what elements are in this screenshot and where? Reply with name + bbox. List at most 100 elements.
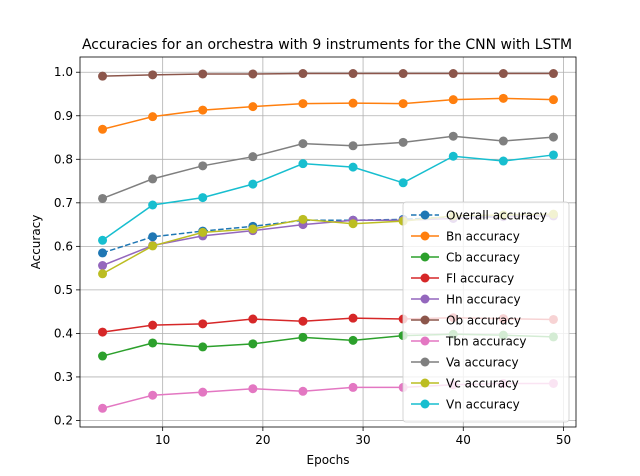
data-point xyxy=(198,161,208,171)
legend-marker xyxy=(420,252,430,262)
legend-entry: Tbn accuracy xyxy=(411,335,527,349)
legend-label: Fl accuracy xyxy=(446,272,514,286)
data-point xyxy=(548,95,558,105)
series-line xyxy=(102,97,554,130)
legend-marker xyxy=(420,231,430,241)
data-point xyxy=(298,316,308,326)
data-point xyxy=(198,342,208,352)
data-point xyxy=(198,193,208,203)
data-point xyxy=(348,313,358,323)
legend-label: Vn accuracy xyxy=(446,398,520,412)
data-point xyxy=(248,179,258,189)
data-point xyxy=(348,98,358,108)
data-point xyxy=(148,338,158,348)
data-point xyxy=(498,156,508,166)
data-point xyxy=(148,112,158,122)
data-point xyxy=(498,136,508,146)
data-point xyxy=(148,174,158,184)
legend-label: Ob accuracy xyxy=(446,314,521,328)
data-point xyxy=(248,314,258,324)
data-point xyxy=(398,99,408,109)
y-tick-label: 0.8 xyxy=(54,152,73,166)
data-point xyxy=(148,70,158,80)
legend-label: Va accuracy xyxy=(446,356,519,370)
data-point xyxy=(148,320,158,330)
y-tick-label: 0.5 xyxy=(54,283,73,297)
data-point xyxy=(198,105,208,115)
data-point xyxy=(448,95,458,105)
legend-entry: Bn accuracy xyxy=(411,230,520,244)
legend-label: Tbn accuracy xyxy=(445,335,527,349)
data-point xyxy=(98,269,108,279)
data-point xyxy=(248,152,258,162)
series-vn-accuracy xyxy=(98,150,558,245)
data-point xyxy=(248,102,258,112)
data-point xyxy=(98,235,108,245)
chart-title: Accuracies for an orchestra with 9 instr… xyxy=(82,37,572,53)
legend-label: Overall accuracy xyxy=(446,209,547,223)
y-axis-label: Accuracy xyxy=(29,215,43,270)
legend-entry: Ob accuracy xyxy=(411,314,521,328)
legend: Overall accuracy Bn accuracy Cb accuracy Fl… xyxy=(402,201,570,423)
data-point xyxy=(198,227,208,237)
y-tick-label: 0.3 xyxy=(54,370,73,384)
data-point xyxy=(398,178,408,188)
data-point xyxy=(448,151,458,161)
y-tick-label: 0.2 xyxy=(54,413,73,427)
data-point xyxy=(498,69,508,79)
data-point xyxy=(98,248,108,258)
x-tick-label: 20 xyxy=(255,433,270,447)
data-point xyxy=(298,99,308,109)
data-point xyxy=(198,69,208,79)
legend-marker xyxy=(420,315,430,325)
data-point xyxy=(448,69,458,79)
data-point xyxy=(298,214,308,224)
data-point xyxy=(548,150,558,160)
legend-marker xyxy=(420,273,430,283)
series-line xyxy=(102,135,554,200)
x-tick-label: 10 xyxy=(155,433,170,447)
data-point xyxy=(248,69,258,79)
legend-entry: Vc accuracy xyxy=(411,377,519,391)
x-tick-label: 30 xyxy=(355,433,370,447)
legend-label: Cb accuracy xyxy=(446,251,520,265)
legend-entry: Vn accuracy xyxy=(411,398,520,412)
legend-box xyxy=(402,201,570,423)
y-tick-label: 0.4 xyxy=(54,326,73,340)
legend-marker xyxy=(420,378,430,388)
series-line xyxy=(102,154,554,241)
legend-entry: Overall accuracy xyxy=(411,209,547,223)
x-tick-label: 40 xyxy=(456,433,471,447)
data-point xyxy=(98,327,108,337)
data-point xyxy=(498,93,508,103)
series-va-accuracy xyxy=(98,131,558,203)
data-point xyxy=(398,69,408,79)
legend-label: Bn accuracy xyxy=(446,230,520,244)
legend-entry: Va accuracy xyxy=(411,356,519,370)
data-point xyxy=(548,69,558,79)
data-point xyxy=(98,261,108,271)
data-point xyxy=(148,241,158,251)
legend-entry: Hn accuracy xyxy=(411,293,521,307)
data-point xyxy=(298,159,308,169)
data-point xyxy=(298,332,308,342)
legend-marker xyxy=(420,210,430,220)
data-point xyxy=(298,386,308,396)
data-point xyxy=(98,351,108,361)
series-bn-accuracy xyxy=(98,93,558,134)
data-point xyxy=(98,193,108,203)
data-point xyxy=(298,139,308,149)
data-point xyxy=(348,141,358,151)
legend-entry: Fl accuracy xyxy=(411,272,514,286)
y-tick-label: 1.0 xyxy=(54,65,73,79)
data-point xyxy=(398,137,408,147)
data-point xyxy=(98,403,108,413)
data-point xyxy=(148,200,158,210)
data-point xyxy=(348,219,358,229)
data-point xyxy=(98,71,108,81)
legend-label: Vc accuracy xyxy=(446,377,519,391)
data-point xyxy=(248,224,258,234)
data-point xyxy=(148,390,158,400)
plot-frame xyxy=(79,56,577,428)
